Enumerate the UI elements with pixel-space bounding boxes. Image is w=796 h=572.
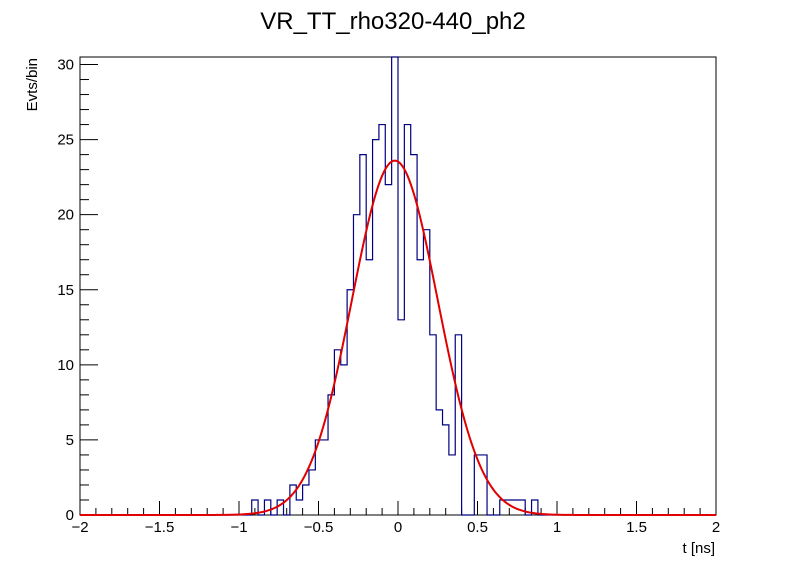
- x-tick-label: 0.5: [467, 519, 488, 536]
- x-tick-label: −1: [230, 519, 247, 536]
- fit-curve: [80, 159, 716, 516]
- y-tick-label: 10: [57, 357, 74, 374]
- x-axis: −2 −1.5 −1 −0.5 0 0.5 1 1.5 2: [71, 501, 720, 536]
- y-tick-label: 20: [57, 207, 74, 224]
- x-tick-label: −0.5: [304, 519, 334, 536]
- y-axis-label: Evts/bin: [24, 58, 41, 111]
- x-axis-label: t [ns]: [682, 540, 715, 557]
- chart-title: VR_TT_rho320-440_ph2: [260, 8, 526, 35]
- x-tick-label: 1: [553, 519, 561, 536]
- y-tick-label: 15: [57, 282, 74, 299]
- x-tick-label: 2: [712, 519, 720, 536]
- y-tick-label: 25: [57, 132, 74, 149]
- histogram-series: [80, 56, 716, 516]
- x-tick-label: 0: [394, 519, 402, 536]
- x-tick-label: −1.5: [145, 519, 175, 536]
- y-tick-label: 0: [66, 507, 74, 524]
- y-tick-label: 30: [57, 57, 74, 74]
- y-tick-label: 5: [66, 432, 74, 449]
- x-tick-label: 1.5: [626, 519, 647, 536]
- y-axis: 0 5 10 15 20 25 30: [57, 57, 98, 524]
- x-tick-label: −2: [71, 519, 88, 536]
